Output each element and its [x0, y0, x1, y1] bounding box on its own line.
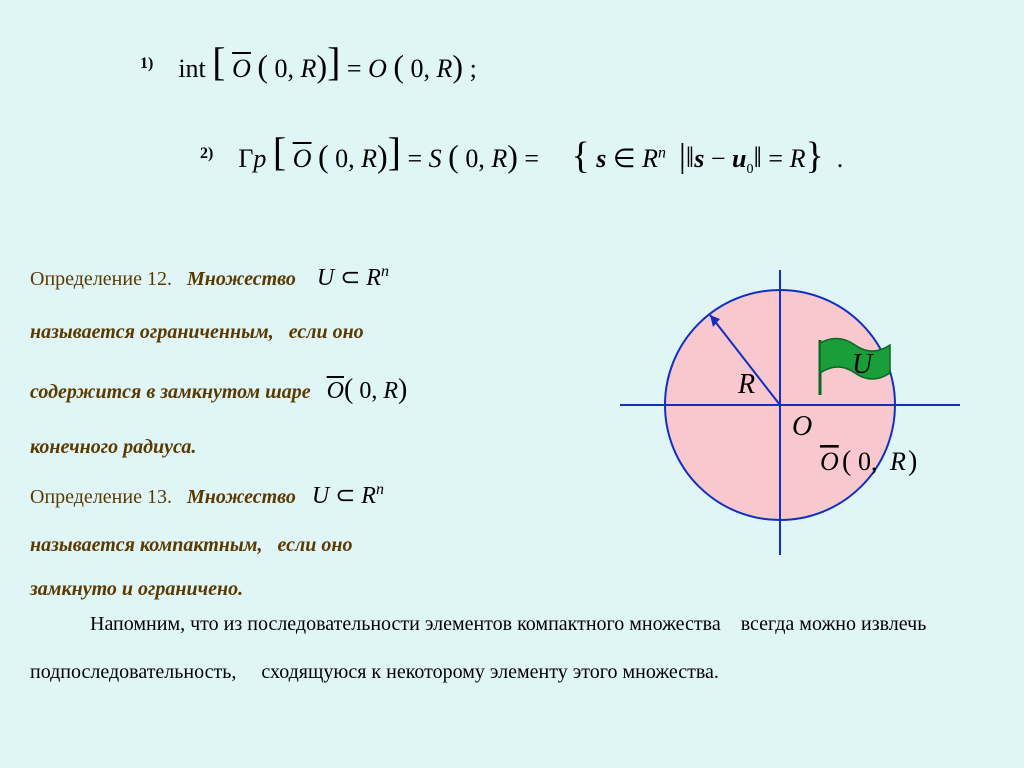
- int-op: int: [178, 54, 205, 83]
- label-R: R: [737, 369, 755, 400]
- def12-t1: Множество: [187, 268, 296, 290]
- def13-t1: Множество: [187, 486, 296, 508]
- diagram-svg: R O U O ( 0, R ): [580, 255, 1000, 565]
- def12-label: Определение 12.: [30, 268, 172, 290]
- zero4: 0,: [465, 144, 485, 173]
- label-U: U: [852, 349, 874, 380]
- subset: ⊂: [340, 265, 360, 291]
- R: R: [301, 54, 317, 83]
- R3: R: [361, 144, 377, 173]
- equation-2: 2) Γp [ O ( 0, R)] = S ( 0, R) = { s ∈ R…: [200, 130, 843, 178]
- R2: R: [437, 54, 453, 83]
- p: p: [253, 144, 266, 173]
- R6: R: [383, 378, 398, 404]
- n3: n: [376, 481, 384, 498]
- label-paren-open: (: [842, 446, 851, 477]
- semicolon: ;: [470, 54, 477, 83]
- def12-t2: называется ограниченным,: [30, 321, 274, 343]
- label-zero: 0,: [858, 447, 878, 476]
- equation-1: 1) int [ O ( 0, R)] = O ( 0, R) ;: [140, 40, 477, 87]
- def13-t4: замкнуто и ограничено.: [30, 578, 243, 600]
- def12-t3: если оно: [289, 321, 364, 343]
- zero2: 0,: [411, 54, 431, 83]
- zero3: 0,: [335, 144, 355, 173]
- def13-t2: называется компактным,: [30, 534, 262, 556]
- U2: U: [312, 483, 329, 509]
- in: ∈: [613, 144, 636, 173]
- zero5: 0,: [359, 378, 377, 404]
- label-paren-close: ): [908, 446, 917, 477]
- subset2: ⊂: [335, 483, 355, 509]
- def13-label: Определение 13.: [30, 486, 172, 508]
- label-R2: R: [889, 447, 906, 476]
- Rn3: R: [361, 483, 376, 509]
- def12-t4: содержится в замкнутом шаре: [30, 381, 311, 403]
- dot: .: [837, 144, 844, 173]
- U: U: [317, 265, 334, 291]
- footer-text: Напомним, что из последовательности элем…: [30, 613, 926, 683]
- o-bar: O: [232, 54, 251, 83]
- Obar3: O: [327, 378, 344, 404]
- R5: R: [790, 144, 806, 173]
- O: O: [368, 54, 387, 83]
- def12-t5: конечного радиуса.: [30, 436, 196, 458]
- definition-12: Определение 12. Множество U ⊂ Rn называе…: [30, 250, 570, 471]
- equals: =: [347, 54, 362, 83]
- R4: R: [491, 144, 507, 173]
- label-Obar: O: [820, 447, 839, 476]
- o-bar2: O: [293, 144, 312, 173]
- sup-n: n: [658, 144, 666, 161]
- eq2-number: 2): [200, 145, 213, 163]
- label-O: O: [792, 411, 812, 442]
- def13-t3: если оно: [277, 534, 352, 556]
- Rn2: R: [366, 265, 381, 291]
- footer-paragraph: Напомним, что из последовательности элем…: [30, 600, 990, 696]
- ball-diagram: R O U O ( 0, R ): [580, 255, 1000, 565]
- definition-13: Определение 13. Множество U ⊂ Rn называе…: [30, 470, 570, 611]
- eq1-number: 1): [140, 55, 153, 73]
- S: S: [429, 144, 442, 173]
- eq2b: =: [524, 144, 539, 173]
- n2: n: [381, 263, 389, 280]
- eq2a: =: [408, 144, 423, 173]
- s: s: [596, 144, 606, 173]
- zero: 0,: [275, 54, 295, 83]
- Rn: R: [642, 144, 658, 173]
